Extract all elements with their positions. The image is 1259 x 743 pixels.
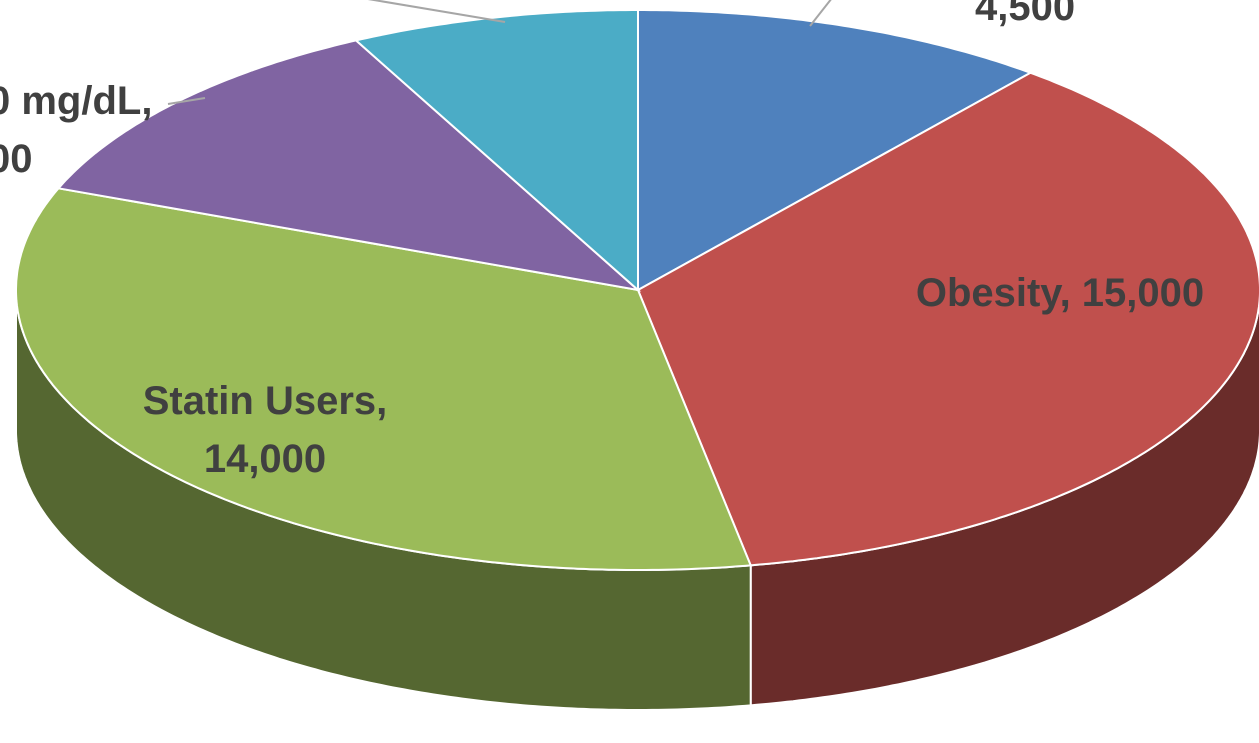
leader-line bbox=[167, 97, 206, 105]
data-label: 0 mg/dL, 00 bbox=[0, 79, 153, 181]
slice bbox=[15, 187, 753, 571]
data-label: Statin Users, 14,000 bbox=[142, 379, 388, 481]
slice bbox=[637, 9, 1033, 292]
data-label: 4,500 bbox=[975, 0, 1076, 29]
leader-line bbox=[367, 0, 506, 23]
leader-line bbox=[809, 0, 832, 27]
data-label: Obesity, 15,000 bbox=[915, 271, 1205, 315]
slice bbox=[353, 9, 639, 293]
slice bbox=[636, 71, 1259, 567]
